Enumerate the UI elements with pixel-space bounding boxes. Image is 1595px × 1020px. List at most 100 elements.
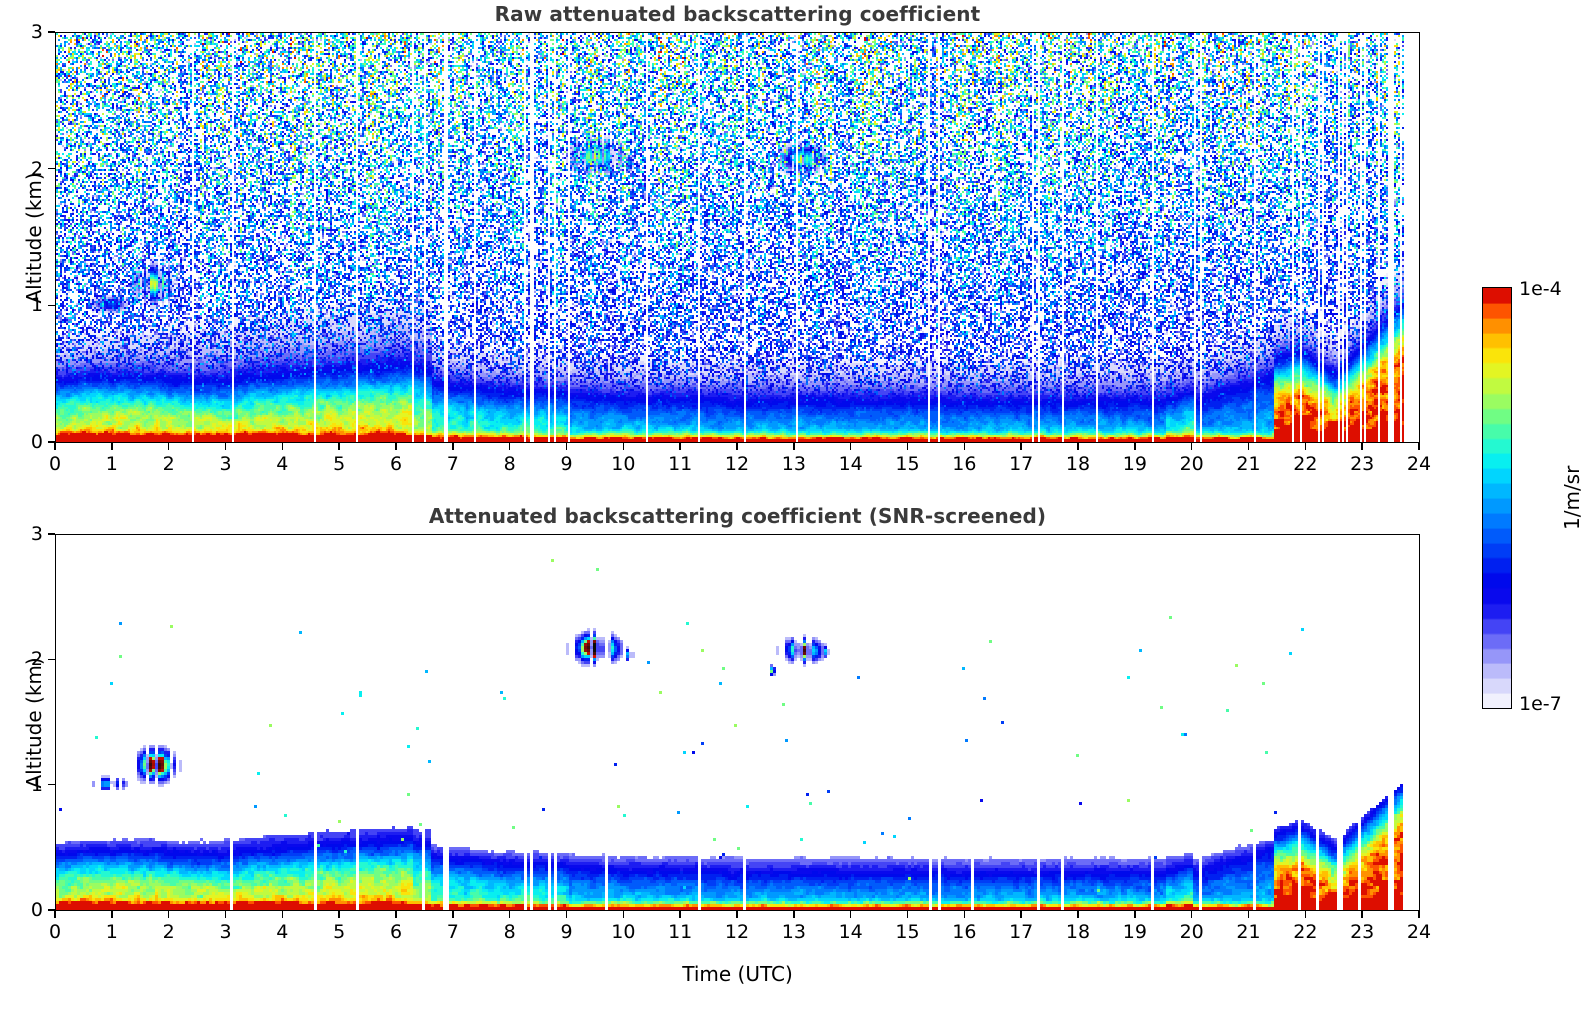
x-tick-label: 12	[724, 453, 750, 475]
colorbar-max-label: 1e-4	[1519, 278, 1562, 300]
y-tick-mark	[48, 31, 55, 33]
x-tick-mark	[793, 911, 795, 918]
x-tick-mark	[1134, 911, 1136, 918]
x-tick-mark	[622, 911, 625, 918]
y-tick-mark	[48, 658, 55, 661]
x-tick-mark	[1077, 911, 1079, 918]
y-tick-label: 1	[30, 773, 43, 796]
x-tick-mark	[508, 911, 511, 918]
x-tick-mark	[167, 911, 170, 918]
x-tick-label: 2	[162, 921, 175, 943]
x-tick-label: 11	[668, 453, 693, 475]
x-tick-label: 9	[560, 921, 573, 943]
y-tick-label: 1	[30, 294, 43, 317]
x-tick-label: 7	[446, 453, 459, 475]
plot-area-screened	[55, 534, 1420, 911]
x-tick-mark	[679, 911, 681, 918]
x-tick-mark	[1304, 911, 1307, 918]
x-tick-mark	[793, 443, 795, 450]
x-tick-mark	[1361, 911, 1363, 918]
x-tick-mark	[111, 443, 113, 450]
x-tick-label: 21	[1236, 453, 1261, 475]
x-tick-mark	[849, 443, 852, 450]
x-tick-mark	[1190, 911, 1193, 918]
y-tick-label: 3	[30, 21, 43, 43]
y-tick-mark	[48, 441, 55, 443]
x-tick-label: 19	[1122, 453, 1147, 475]
x-tick-label: 14	[838, 453, 863, 475]
x-tick-label: 22	[1293, 921, 1318, 943]
x-tick-mark	[906, 443, 909, 450]
x-tick-mark	[1247, 911, 1250, 918]
x-tick-mark	[736, 911, 738, 918]
x-tick-mark	[1190, 443, 1193, 450]
x-tick-mark	[679, 443, 681, 450]
x-tick-label: 17	[1009, 921, 1034, 943]
x-tick-mark	[338, 443, 340, 450]
x-tick-label: 18	[1065, 453, 1091, 475]
x-tick-label: 9	[560, 453, 573, 475]
x-tick-label: 6	[389, 921, 403, 943]
colorbar-min-label: 1e-7	[1519, 693, 1562, 715]
x-tick-label: 4	[276, 921, 289, 943]
x-tick-mark	[452, 911, 454, 918]
y-axis-label-raw: Altitude (km)	[22, 171, 46, 303]
x-tick-label: 10	[611, 921, 636, 943]
x-tick-mark	[395, 911, 397, 918]
x-tick-mark	[54, 911, 56, 918]
x-tick-label: 5	[333, 453, 346, 475]
x-tick-label: 13	[781, 453, 806, 475]
y-axis-label-screened: Altitude (km)	[22, 656, 46, 788]
x-tick-mark	[906, 911, 909, 918]
y-tick-mark	[48, 909, 55, 911]
y-tick-mark	[48, 533, 55, 535]
x-tick-mark	[1077, 443, 1079, 450]
x-tick-mark	[1418, 911, 1420, 918]
x-tick-mark	[1020, 443, 1022, 450]
x-tick-label: 20	[1179, 453, 1204, 475]
x-tick-label: 1	[105, 921, 118, 943]
x-tick-mark	[963, 911, 966, 918]
x-tick-label: 16	[952, 921, 977, 943]
colorbar	[1482, 287, 1512, 709]
x-tick-mark	[167, 443, 170, 450]
x-tick-mark	[1418, 443, 1420, 450]
x-tick-label: 14	[838, 921, 863, 943]
x-tick-label: 3	[219, 453, 232, 475]
x-tick-label: 19	[1122, 921, 1147, 943]
y-tick-label: 2	[30, 157, 43, 180]
x-tick-label: 18	[1065, 921, 1091, 943]
x-tick-mark	[338, 911, 340, 918]
panel-title-screened: Attenuated backscattering coefficient (S…	[428, 504, 1047, 528]
x-tick-label: 12	[724, 921, 750, 943]
x-tick-mark	[54, 443, 56, 450]
x-tick-label: 17	[1009, 453, 1034, 475]
x-tick-label: 23	[1350, 921, 1375, 943]
x-tick-label: 11	[668, 921, 693, 943]
y-tick-label: 2	[30, 648, 43, 671]
x-tick-mark	[1020, 911, 1022, 918]
x-tick-label: 8	[503, 921, 516, 943]
x-tick-label: 4	[276, 453, 289, 475]
y-tick-mark	[48, 167, 55, 170]
colorbar-unit-label: 1/m/sr	[1560, 465, 1584, 530]
x-tick-label: 2	[162, 453, 175, 475]
x-tick-mark	[395, 443, 397, 450]
x-tick-mark	[565, 911, 568, 918]
x-tick-label: 24	[1406, 921, 1432, 943]
x-axis-label: Time (UTC)	[682, 962, 793, 986]
y-tick-mark	[48, 304, 55, 307]
y-tick-label: 0	[30, 899, 43, 921]
x-tick-mark	[1304, 443, 1307, 450]
x-tick-mark	[622, 443, 625, 450]
x-tick-mark	[1361, 443, 1363, 450]
x-tick-mark	[224, 443, 227, 450]
x-tick-label: 0	[48, 453, 62, 475]
x-tick-label: 3	[219, 921, 232, 943]
x-tick-label: 20	[1179, 921, 1204, 943]
x-tick-label: 10	[611, 453, 636, 475]
panel-title-raw: Raw attenuated backscattering coefficien…	[494, 2, 981, 26]
x-tick-label: 23	[1350, 453, 1375, 475]
plot-area-raw	[55, 32, 1420, 443]
